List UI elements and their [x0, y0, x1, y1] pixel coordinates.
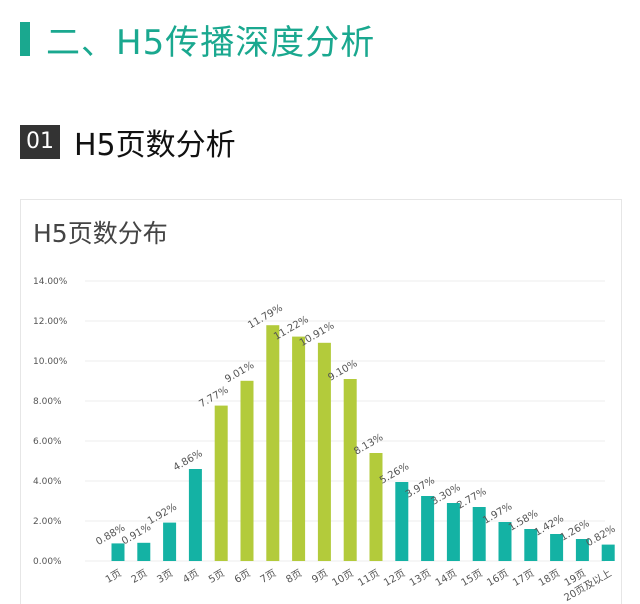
bar	[240, 380, 254, 561]
bar	[214, 405, 228, 561]
x-tick-label: 1页	[103, 567, 123, 586]
bar	[137, 542, 151, 561]
x-tick-label: 2页	[129, 567, 149, 586]
x-tick-label: 7页	[258, 567, 278, 586]
bar	[111, 543, 125, 561]
bar	[266, 325, 280, 561]
y-tick-label: 4.00%	[33, 477, 62, 487]
y-tick-label: 12.00%	[33, 317, 68, 327]
subsection-header: 01 H5页数分析	[20, 120, 236, 164]
x-tick-label: 11页	[356, 567, 382, 589]
bar	[317, 342, 331, 561]
x-tick-label: 16页	[485, 567, 511, 589]
bar	[421, 496, 435, 561]
chart-title: H5页数分布	[33, 219, 168, 248]
x-tick-label: 5页	[207, 567, 227, 586]
y-tick-label: 8.00%	[33, 397, 62, 407]
bar	[498, 522, 512, 561]
bar	[446, 503, 460, 561]
x-tick-label: 17页	[511, 567, 537, 589]
bar	[163, 522, 177, 561]
bar	[369, 453, 383, 561]
section-header: 二、H5传播深度分析	[20, 14, 375, 64]
x-tick-label: 10页	[330, 567, 356, 589]
x-tick-label: 13页	[407, 567, 433, 589]
y-tick-label: 0.00%	[33, 557, 62, 567]
y-tick-label: 10.00%	[33, 357, 68, 367]
bar	[524, 529, 538, 561]
y-tick-label: 6.00%	[33, 437, 62, 447]
x-tick-label: 3页	[155, 567, 175, 586]
section-title: 二、H5传播深度分析	[46, 22, 376, 63]
bar	[472, 507, 486, 561]
x-tick-label: 14页	[433, 567, 459, 589]
subsection-number: 01	[20, 125, 60, 159]
section-accent-bar	[20, 22, 30, 56]
x-tick-label: 9页	[310, 567, 330, 586]
bar	[188, 469, 202, 561]
bar	[575, 539, 589, 561]
bar	[395, 482, 409, 561]
x-tick-label: 12页	[382, 567, 408, 589]
bar	[343, 379, 357, 561]
y-tick-label: 14.00%	[33, 277, 68, 287]
x-tick-label: 18页	[536, 567, 562, 589]
subsection-title: H5页数分析	[74, 128, 236, 163]
x-tick-label: 6页	[232, 567, 252, 586]
x-tick-label: 4页	[181, 567, 201, 586]
bar	[292, 336, 306, 561]
x-tick-label: 8页	[284, 567, 304, 586]
bar-chart: 0.00% 2.00% 4.00% 6.00% 8.00% 10.00% 12.00% 14.…	[33, 277, 617, 604]
chart-card: H5页数分布 0.00% 2.00% 4.00% 6.00% 8.00% 10.00% 12…	[20, 199, 622, 604]
bar	[601, 544, 615, 561]
y-tick-label: 2.00%	[33, 517, 62, 527]
bar	[550, 534, 564, 561]
x-tick-label: 15页	[459, 567, 485, 589]
